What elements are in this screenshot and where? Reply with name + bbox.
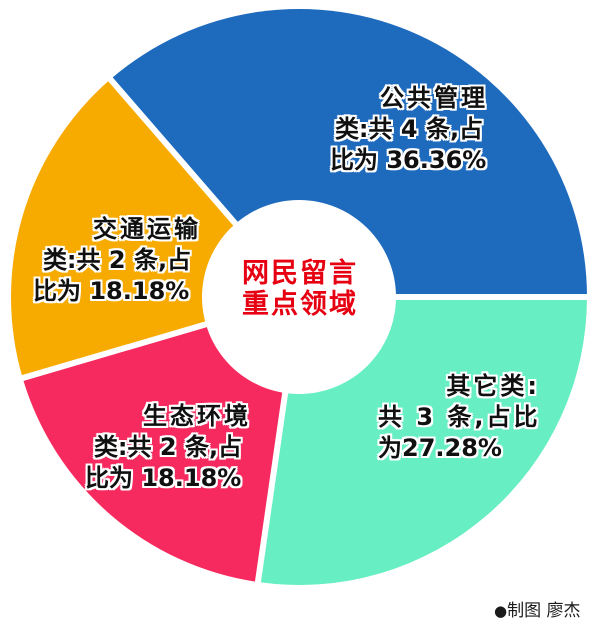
segment-label-line: 生态环境 <box>143 402 251 430</box>
chart-center-title: 网民留言 重点领域 <box>190 258 410 320</box>
segment-label-transport: 交通运输 类:共 2 条,占 比为 18.18% <box>33 214 201 307</box>
segment-label-line: 比为 36.36% <box>330 146 487 174</box>
segment-label-public-management: 公共管理 类:共 4 条,占 比为 36.36% <box>330 83 488 176</box>
segment-label-other: 其它类: 共 3 条,占比 为27.28% <box>378 371 540 464</box>
segment-label-line: 为27.28% <box>378 434 502 462</box>
donut-hole <box>202 200 396 394</box>
segment-label-line: 共 3 条,占比 <box>378 403 541 431</box>
segment-label-line: 交通运输 <box>93 215 201 243</box>
segment-label-line: 公共管理 <box>380 84 488 112</box>
segment-label-line: 其它类: <box>446 372 540 400</box>
segment-label-line: 类:共 2 条,占 <box>93 433 243 461</box>
chart-center-title-line: 重点领域 <box>242 289 358 320</box>
pie-segment-2 <box>22 297 299 583</box>
bullet-icon: ● <box>494 602 508 620</box>
chart-center-title-line: 网民留言 <box>242 258 358 289</box>
segment-label-ecology: 生态环境 类:共 2 条,占 比为 18.18% <box>85 401 251 494</box>
segment-label-line: 类:共 2 条,占 <box>42 246 192 274</box>
segment-label-line: 比为 18.18% <box>33 277 190 305</box>
pie-segment-0 <box>110 8 588 298</box>
credit-line: ●制图 廖杰 <box>494 596 581 621</box>
segment-label-line: 类:共 4 条,占 <box>334 115 484 143</box>
credit-text: 制图 廖杰 <box>507 601 581 621</box>
segment-label-line: 比为 18.18% <box>85 464 242 492</box>
